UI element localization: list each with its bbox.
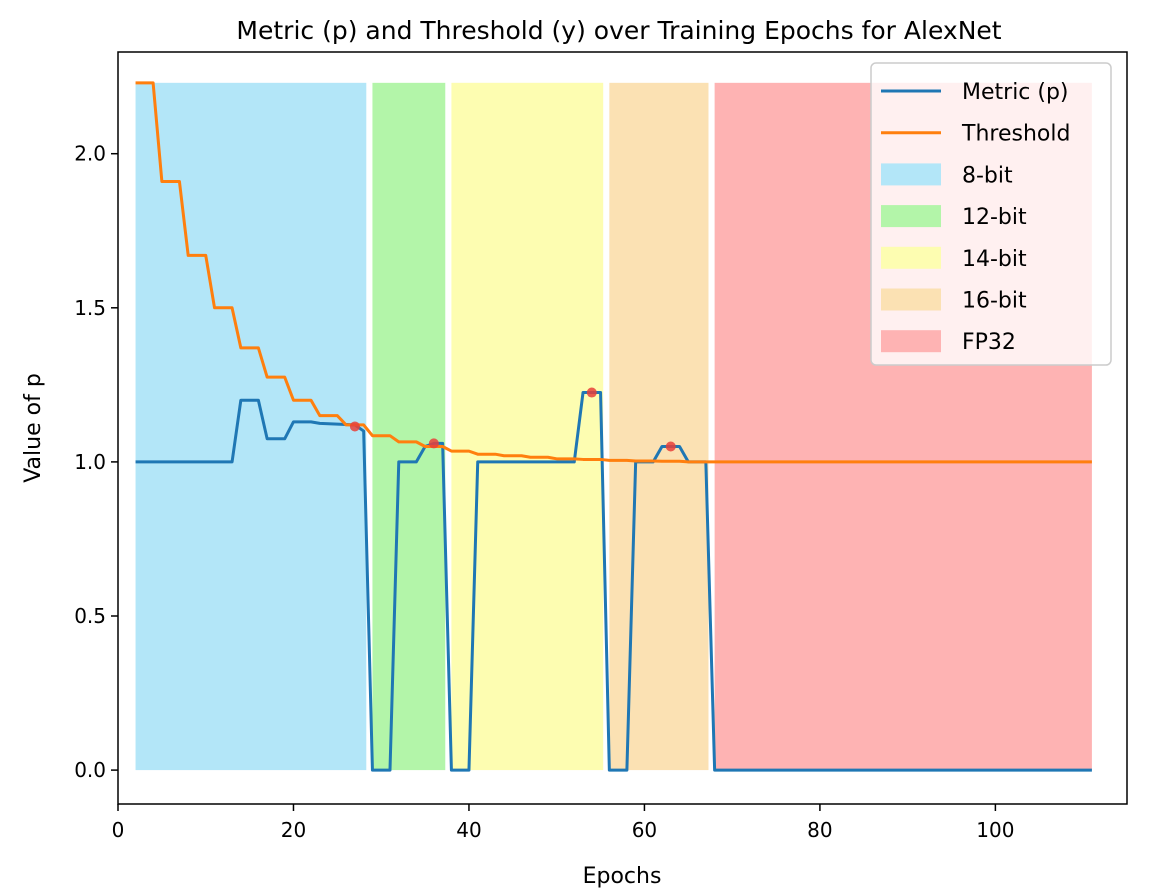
legend: Metric (p) Threshold 8-bit 12-bit 14-bit 16-b… [870,62,1112,366]
chart-title: Metric (p) and Threshold (y) over Traini… [236,16,1001,45]
x-tick-label: 0 [112,818,125,842]
legend-label-fp32: FP32 [962,330,1016,355]
x-axis-label: Epochs [583,864,662,889]
plot-frame [117,51,1128,805]
switch-marker [349,421,360,432]
x-tick-label: 20 [281,818,306,842]
series-line-threshold [135,81,1092,464]
legend-swatch-16-bit [881,288,941,311]
legend-label-metric-p: Metric (p) [962,80,1069,105]
x-tick-label: 60 [632,818,657,842]
y-axis-label: Value of p [21,373,46,483]
legend-label-12-bit: 12-bit [962,205,1027,230]
y-tick-label: 2.0 [74,142,106,166]
y-tick-label: 1.5 [74,296,106,320]
region-8-bit [135,82,367,771]
legend-label-16-bit: 16-bit [962,289,1027,314]
legend-swatch-fp32 [881,330,941,353]
legend-label-threshold: Threshold [961,122,1070,147]
y-tick-label: 0.0 [74,758,106,782]
legend-swatch-12-bit [881,205,941,228]
switch-marker [586,387,597,398]
legend-swatch-14-bit [881,246,941,269]
x-tick-label: 40 [456,818,481,842]
legend-swatch-8-bit [881,163,941,186]
region-16-bit [609,82,709,771]
switch-markers [349,387,676,452]
x-tick-label: 80 [807,818,832,842]
legend-label-14-bit: 14-bit [962,247,1027,272]
region-12-bit [372,82,446,771]
x-axis-ticks: 0 20 40 60 80 100 [112,804,1014,842]
legend-label-8-bit: 8-bit [962,163,1013,188]
region-14-bit [451,82,604,771]
y-tick-label: 1.0 [74,450,106,474]
y-tick-label: 0.5 [74,604,106,628]
x-tick-label: 100 [976,818,1014,842]
switch-marker [665,441,676,452]
switch-marker [428,438,439,449]
y-axis-ticks: 0.0 0.5 1.0 1.5 2.0 [74,142,118,782]
